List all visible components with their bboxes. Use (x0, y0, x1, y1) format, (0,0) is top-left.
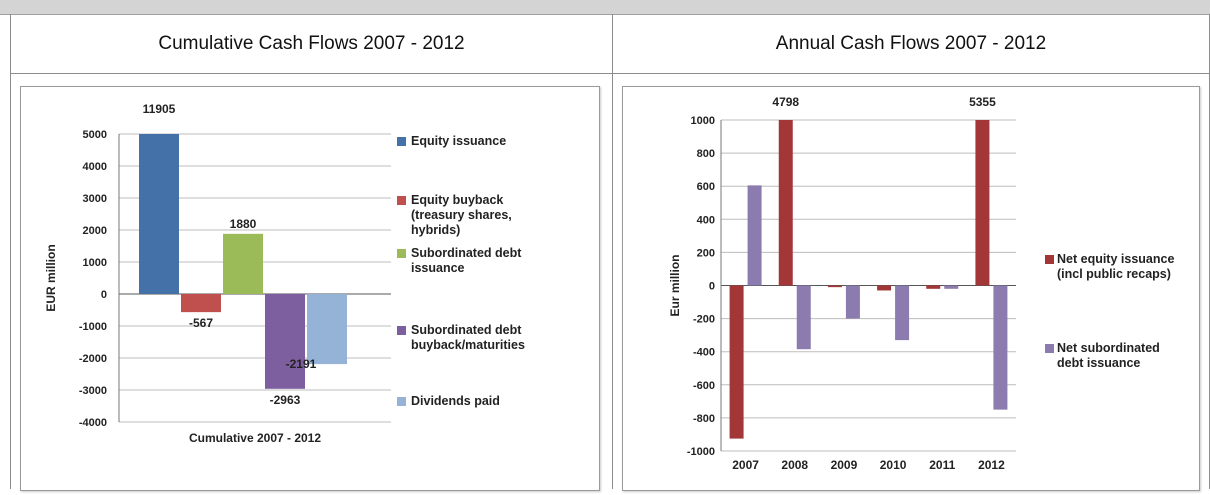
data-label: 1880 (230, 217, 257, 231)
legend-label: debt issuance (1057, 356, 1140, 370)
x-tick-label: 2010 (880, 458, 907, 472)
y-tick-label: 600 (697, 181, 715, 193)
bar (729, 285, 744, 439)
bar (944, 285, 959, 289)
y-tick-label: 800 (697, 148, 715, 160)
y-tick-label: -3000 (79, 385, 107, 397)
data-label: -567 (189, 316, 213, 330)
legend-label: (incl public recaps) (1057, 267, 1171, 281)
legend-swatch (397, 326, 406, 335)
bar (895, 285, 910, 341)
y-tick-label: 400 (697, 214, 715, 226)
bar (307, 294, 347, 365)
annual-chart-panel: 1000 800 600 400 200 0 -200 -400 -600 -800 -1000 Eu… (622, 86, 1200, 491)
legend-label: hybrids) (411, 223, 460, 237)
right-header: Annual Cash Flows 2007 - 2012 (775, 33, 1047, 54)
y-tick-label: -600 (693, 380, 715, 392)
annual-cash-flows-chart: 1000 800 600 400 200 0 -200 -400 -600 -800 -1000 Eu… (668, 95, 1174, 472)
bar (993, 285, 1008, 410)
bar (223, 233, 263, 294)
y-tick-label: -200 (693, 314, 715, 326)
x-tick-label: 2011 (929, 458, 955, 472)
bar (778, 120, 793, 286)
y-tick-label: -1000 (79, 321, 107, 333)
legend-label: Net equity issuance (1057, 252, 1174, 266)
x-tick-label: 2007 (732, 458, 759, 472)
y-tick-label: 4000 (83, 161, 107, 173)
data-label: -2191 (286, 357, 317, 371)
bar (827, 285, 842, 288)
legend-label: Equity issuance (411, 134, 506, 148)
data-label: 4798 (772, 95, 799, 109)
legend-swatch (1045, 255, 1054, 264)
bar (796, 285, 811, 350)
legend-swatch (397, 249, 406, 258)
middle-divider (612, 14, 613, 489)
bar (747, 185, 762, 286)
data-label: 5355 (969, 95, 996, 109)
bar (975, 120, 990, 286)
bar (139, 134, 179, 294)
data-label: 11905 (143, 102, 176, 116)
bar (926, 285, 941, 289)
y-tick-label: -2000 (79, 353, 107, 365)
legend-label: Net subordinated (1057, 341, 1160, 355)
legend-swatch (397, 196, 406, 205)
left-border (10, 14, 11, 489)
legend-swatch (1045, 344, 1054, 353)
y-tick-label: 1000 (691, 115, 715, 127)
cumulative-chart-panel: 5000 4000 3000 2000 1000 0 -1000 -2000 -3000 -400… (20, 86, 600, 491)
cumulative-cash-flows-chart: 5000 4000 3000 2000 1000 0 -1000 -2000 -3000 -400… (44, 102, 525, 445)
legend-label: buyback/maturities (411, 338, 525, 352)
x-tick-label: 2008 (781, 458, 808, 472)
x-axis-label: Cumulative 2007 - 2012 (189, 431, 321, 445)
bar (877, 285, 892, 291)
y-tick-label: -4000 (79, 417, 107, 429)
y-tick-label: 5000 (83, 129, 107, 141)
y-tick-label: -400 (693, 347, 715, 359)
y-tick-label: 0 (709, 281, 715, 293)
y-tick-label: 2000 (83, 225, 107, 237)
bar (265, 294, 305, 389)
table-top-bar (0, 0, 1210, 15)
y-tick-label: 0 (101, 289, 107, 301)
legend-swatch (397, 397, 406, 406)
x-tick-label: 2012 (978, 458, 1005, 472)
legend-label: Subordinated debt (411, 246, 522, 260)
y-tick-label: 1000 (83, 257, 107, 269)
bar (181, 294, 221, 313)
legend-swatch (397, 137, 406, 146)
data-label: -2963 (270, 393, 301, 407)
legend-label: Equity buyback (411, 193, 503, 207)
legend-label: Subordinated debt (411, 323, 522, 337)
legend-label: issuance (411, 261, 465, 275)
y-axis-label: EUR million (44, 244, 58, 311)
y-tick-label: -1000 (687, 446, 715, 458)
left-header: Cumulative Cash Flows 2007 - 2012 (158, 33, 465, 54)
y-tick-label: 3000 (83, 193, 107, 205)
bar (845, 285, 860, 319)
header-divider (10, 73, 1210, 74)
y-axis-label: Eur million (668, 254, 682, 316)
y-tick-label: -800 (693, 413, 715, 425)
legend-label: (treasury shares, (411, 208, 512, 222)
y-tick-label: 200 (697, 247, 715, 259)
legend-label: Dividends paid (411, 394, 500, 408)
x-tick-label: 2009 (831, 458, 858, 472)
